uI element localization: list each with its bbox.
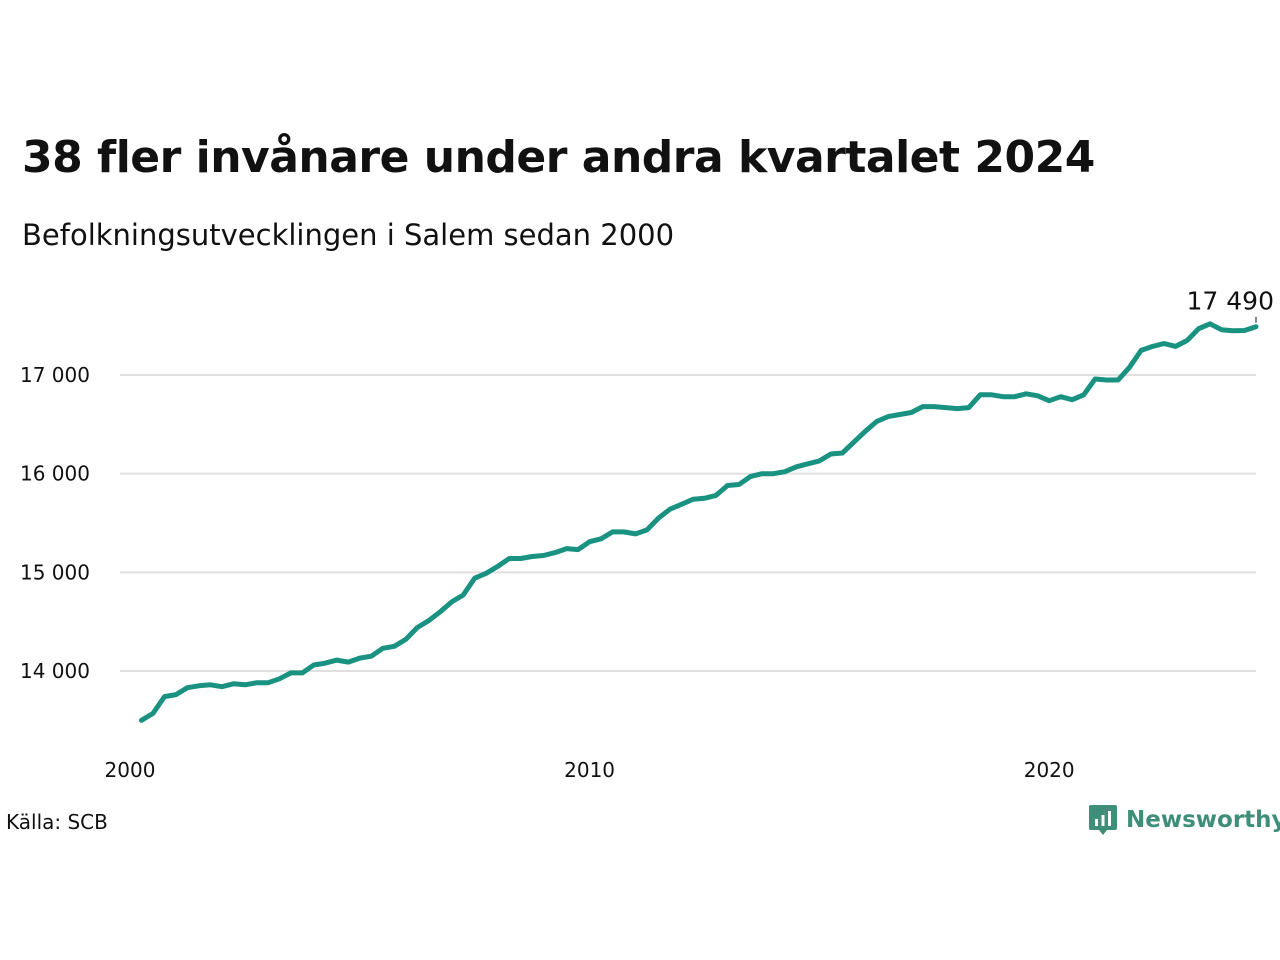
x-tick-label: 2010 [564,758,615,782]
brand-name: Newsworthy [1126,807,1280,833]
x-tick-label: 2000 [105,758,156,782]
newsworthy-logo-icon [1089,805,1117,835]
x-axis-labels: 2000 2010 2020 [105,758,1075,782]
x-tick-label: 2020 [1024,758,1075,782]
series-layer [139,321,1259,723]
y-tick-label: 14 000 [20,659,90,683]
grid-lines [120,374,1256,672]
series-line [139,321,1259,723]
y-axis-labels: 14 000 15 000 16 000 17 000 [20,363,90,683]
brand-logo: Newsworthy [1088,803,1280,837]
chart-title: 38 fler invånare under andra kvartalet 2… [22,132,1095,183]
end-value-label: 17 490 [1187,287,1274,316]
chart-subtitle: Befolkningsutvecklingen i Salem sedan 20… [22,218,675,252]
y-tick-label: 17 000 [20,363,90,387]
y-tick-label: 16 000 [20,462,90,486]
end-label-layer: 17 490 [1187,287,1274,323]
y-tick-label: 15 000 [20,560,90,584]
source-note: Källa: SCB [6,810,108,834]
